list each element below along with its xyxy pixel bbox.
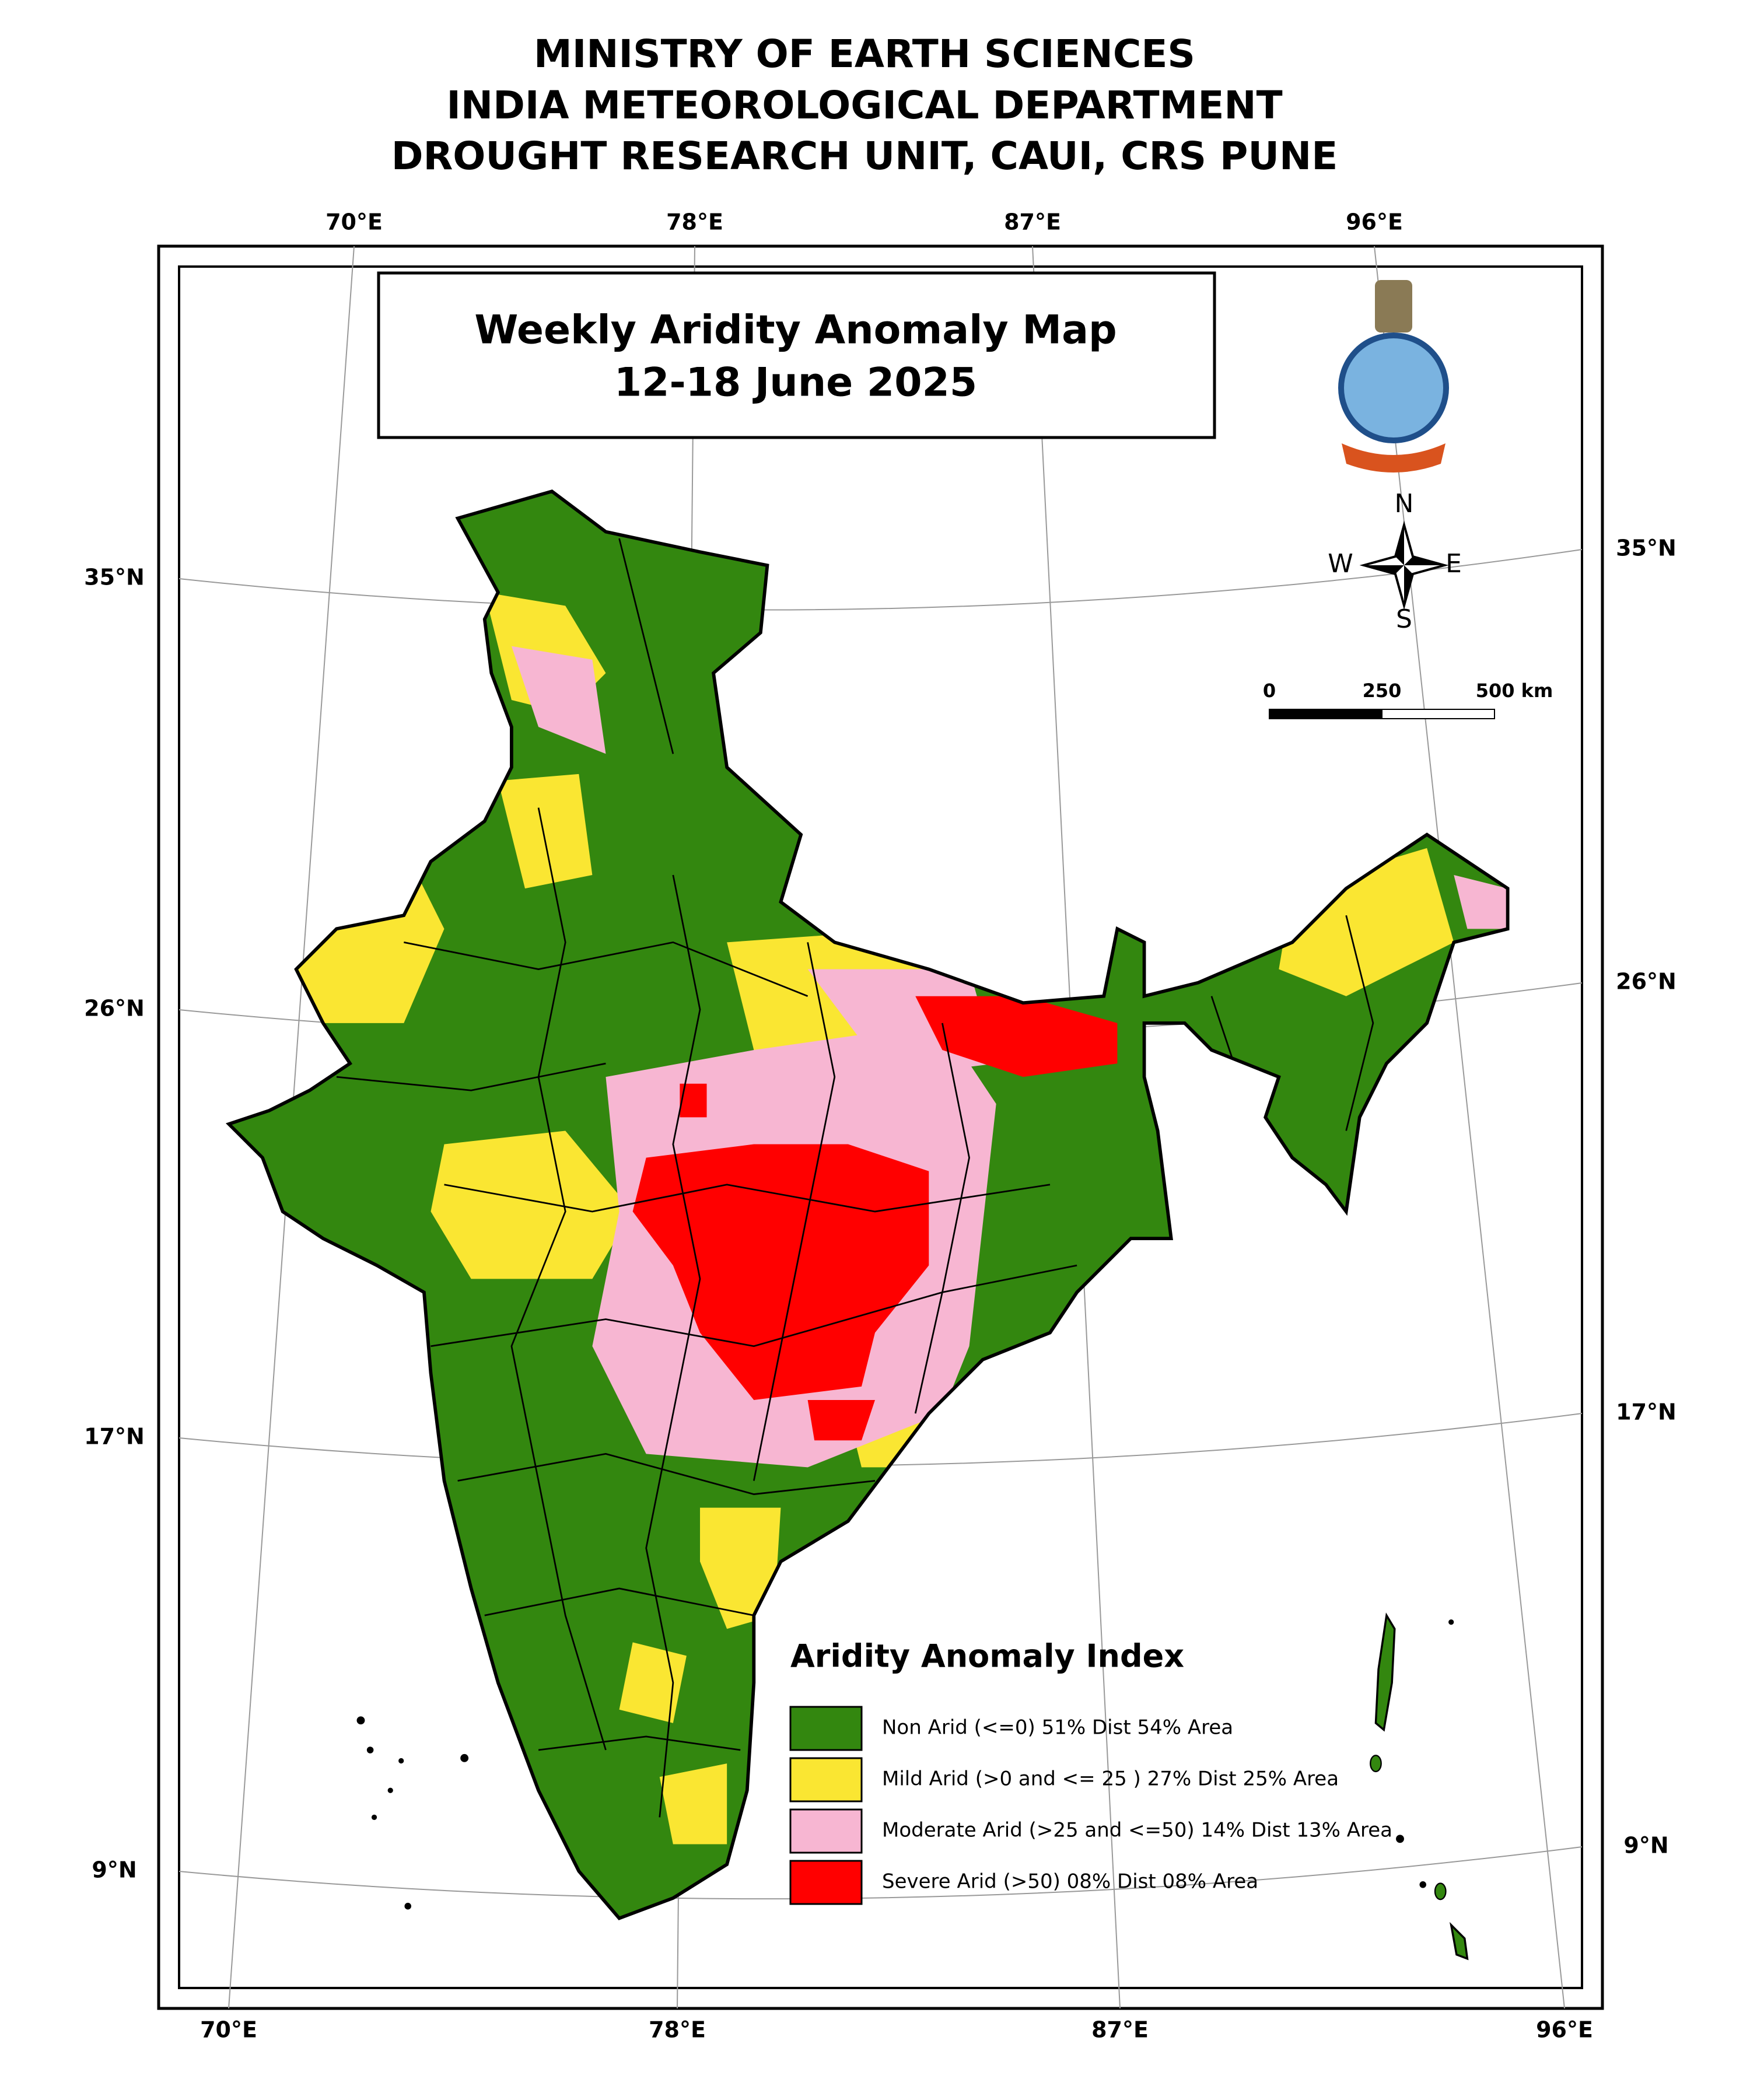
graticule-label: 70°E — [200, 2017, 257, 2043]
north-arrow: N S W E — [1328, 489, 1462, 634]
scale-label: 500 km — [1476, 680, 1553, 702]
region-fill — [915, 996, 1118, 1077]
island — [1434, 1882, 1447, 1901]
graticule-label: 9°N — [92, 1857, 136, 1883]
parallel — [178, 549, 1583, 611]
header-line: MINISTRY OF EARTH SCIENCES — [534, 32, 1195, 76]
parallel — [178, 1846, 1583, 1900]
island — [1370, 1755, 1382, 1773]
legend-swatch — [789, 1808, 863, 1854]
emblem — [1375, 280, 1412, 332]
compass-e: E — [1446, 549, 1462, 579]
small-islands — [356, 1619, 1454, 1910]
graticule-label: 35°N — [84, 565, 145, 590]
graticule-label: 9°N — [1623, 1833, 1668, 1859]
region-fill — [511, 646, 606, 754]
region-fill — [807, 1400, 876, 1441]
graticule-label: 70°E — [326, 209, 383, 235]
header-line: DROUGHT RESEARCH UNIT, CAUI, CRS PUNE — [391, 134, 1338, 178]
region-fill — [498, 774, 593, 889]
title-box — [377, 271, 1216, 439]
scale-bar: 0 250 500 km — [1263, 680, 1553, 719]
graticule-label: 96°E — [1346, 209, 1403, 235]
graticule-labels: 70°E 78°E 87°E 96°E 70°E 78°E 87°E 96°E 35°N 26°N… — [84, 209, 1676, 2043]
scale-label: 0 — [1263, 680, 1276, 702]
inner-frame — [178, 265, 1583, 1989]
island — [1374, 1612, 1396, 1732]
legend-title: Aridity Anomaly Index — [790, 1638, 1184, 1675]
legend-label: Moderate Arid (>25 and <=50) 14% Dist 13… — [882, 1819, 1392, 1842]
logo-ribbon — [1342, 443, 1446, 473]
legend-label: Severe Arid (>50) 08% Dist 08% Area — [882, 1870, 1258, 1894]
legend-swatch — [789, 1706, 863, 1751]
map-title: Weekly Aridity Anomaly Map — [474, 307, 1116, 354]
graticule-label: 78°E — [666, 209, 723, 235]
graticule-label: 35°N — [1616, 536, 1676, 561]
region-fill — [680, 1083, 707, 1118]
graticule-label: 17°N — [84, 1424, 145, 1450]
graticule-label: 26°N — [84, 996, 145, 1021]
map-subtitle: 12-18 June 2025 — [614, 360, 977, 406]
compass-n: N — [1395, 489, 1414, 519]
island — [1450, 1922, 1469, 1961]
outer-frame — [157, 244, 1604, 2010]
legend-swatch — [789, 1860, 863, 1905]
graticule-label: 87°E — [1091, 2017, 1149, 2043]
graticule-label: 96°E — [1536, 2017, 1593, 2043]
region-fill — [1454, 875, 1508, 929]
graticule-label: 26°N — [1616, 969, 1676, 995]
legend-label: Mild Arid (>0 and <= 25 ) 27% Dist 25% A… — [882, 1768, 1339, 1791]
legend-label: Non Arid (<=0) 51% Dist 54% Area — [882, 1716, 1233, 1740]
region-fill — [430, 1130, 633, 1279]
india-map — [229, 491, 1508, 1961]
legend-swatch — [789, 1757, 863, 1803]
islands — [356, 1612, 1469, 1961]
compass-w: W — [1328, 549, 1353, 579]
compass-s: S — [1396, 604, 1412, 634]
graticule-label: 87°E — [1004, 209, 1061, 235]
scale-label: 250 — [1363, 680, 1402, 702]
header-line: INDIA METEOROLOGICAL DEPARTMENT — [446, 83, 1282, 128]
legend: Non Arid (<=0) 51% Dist 54% Area Mild Ari… — [789, 1706, 1392, 1905]
district-boundaries — [336, 538, 1374, 1818]
logo-disc — [1338, 332, 1449, 443]
graticule-label: 17°N — [1616, 1399, 1676, 1425]
graticule-label: 78°E — [649, 2017, 706, 2043]
imd-logo — [1338, 280, 1449, 473]
region-fill — [659, 1763, 727, 1845]
